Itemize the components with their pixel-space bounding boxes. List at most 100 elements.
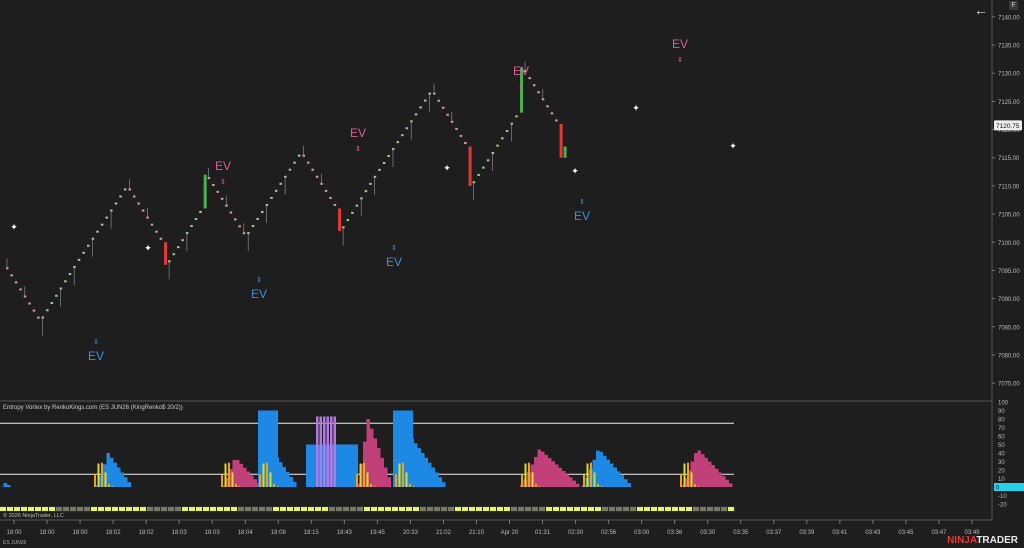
status-cell xyxy=(91,507,97,511)
signal-bars xyxy=(521,474,523,487)
status-cell xyxy=(161,507,167,511)
renko-brick xyxy=(46,309,49,312)
blue-histogram xyxy=(606,459,610,487)
status-cell xyxy=(427,507,433,511)
indicator-tick-label: -20 xyxy=(998,503,1007,509)
indicator-current-box xyxy=(994,483,1024,491)
status-cell xyxy=(406,507,412,511)
blue-histogram xyxy=(410,438,414,487)
status-cell xyxy=(602,507,608,511)
status-cell xyxy=(434,507,440,511)
status-cell xyxy=(126,507,132,511)
status-cell xyxy=(329,507,335,511)
pink-histogram xyxy=(576,483,580,487)
signal-bars xyxy=(694,483,696,487)
signal-bars xyxy=(363,462,365,487)
status-cell xyxy=(672,507,678,511)
signal-bars xyxy=(398,463,401,487)
brand-logo: NINJATRADER xyxy=(947,535,1018,546)
signal-bars xyxy=(221,474,223,487)
pink-histogram xyxy=(722,476,726,487)
renko-brick xyxy=(355,204,359,207)
status-cell xyxy=(0,507,6,511)
pink-histogram xyxy=(380,457,384,487)
price-tick-label: 7090.00 xyxy=(998,297,1020,303)
status-cell xyxy=(413,507,419,511)
back-arrow-icon[interactable]: ← xyxy=(974,2,988,18)
status-cell xyxy=(609,507,615,511)
renko-brick xyxy=(528,77,531,80)
status-cell xyxy=(532,507,538,511)
time-tick-label: 19:45 xyxy=(370,530,386,536)
status-cell xyxy=(56,507,62,511)
renko-brick xyxy=(172,253,176,256)
indicator-tick-label: 100 xyxy=(998,401,1009,407)
format-badge[interactable]: F xyxy=(1009,1,1018,10)
status-cell xyxy=(322,507,328,511)
blue-histogram xyxy=(286,472,290,487)
price-tick-label: 7085.00 xyxy=(998,325,1020,331)
signal-bars xyxy=(593,472,596,487)
pink-histogram xyxy=(222,485,226,487)
signal-bars xyxy=(108,483,110,487)
instrument-label: ES JUN26 xyxy=(3,540,27,546)
renko-brick xyxy=(505,129,509,132)
time-tick-label: 21:10 xyxy=(469,530,485,536)
time-tick-label: 18:15 xyxy=(304,530,320,536)
renko-brick xyxy=(405,127,409,130)
signal-bars xyxy=(262,463,265,487)
blue-histogram xyxy=(627,483,631,487)
status-cell xyxy=(637,507,643,511)
renko-brick xyxy=(123,188,127,191)
pink-histogram xyxy=(537,449,541,487)
violet-bars xyxy=(326,416,329,487)
blue-histogram xyxy=(617,471,621,487)
time-tick-label: 03:41 xyxy=(832,530,848,536)
time-tick-label: 21:02 xyxy=(436,530,452,536)
status-cell xyxy=(574,507,580,511)
status-cell xyxy=(357,507,363,511)
renko-brick xyxy=(96,230,99,233)
renko-brick xyxy=(329,196,332,199)
price-tick-label: 7095.00 xyxy=(998,269,1020,275)
renko-brick xyxy=(270,196,273,199)
signal-bars xyxy=(266,462,268,487)
indicator-tick-label: -10 xyxy=(998,494,1007,500)
status-cell xyxy=(105,507,111,511)
blue-histogram xyxy=(120,472,124,487)
status-cell xyxy=(476,507,482,511)
status-cell xyxy=(315,507,321,511)
signal-bars xyxy=(600,486,603,487)
blue-histogram xyxy=(620,475,624,487)
indicator-tick-label: 80 xyxy=(998,418,1005,424)
reversal-candle xyxy=(563,146,567,158)
pink-histogram xyxy=(572,480,576,487)
status-cell xyxy=(154,507,160,511)
pink-histogram xyxy=(725,479,729,487)
renko-brick xyxy=(369,182,372,185)
status-cell xyxy=(455,507,461,511)
time-tick-label: 03:37 xyxy=(766,530,782,536)
renko-brick xyxy=(100,223,104,226)
renko-brick xyxy=(532,84,536,87)
status-cell xyxy=(7,507,13,511)
signal-bars xyxy=(370,483,372,487)
status-cell xyxy=(343,507,349,511)
signal-bars xyxy=(395,474,397,487)
status-cell xyxy=(630,507,636,511)
ev-label: EV xyxy=(251,287,267,301)
renko-brick xyxy=(288,168,292,171)
indicator-tick-label: 60 xyxy=(998,435,1005,441)
signal-star-icon: ✦ xyxy=(632,103,640,113)
status-cell xyxy=(350,507,356,511)
renko-brick xyxy=(28,302,31,305)
status-cell xyxy=(308,507,314,511)
signal-bars xyxy=(402,462,404,487)
pink-histogram xyxy=(697,450,701,487)
status-cell xyxy=(49,507,55,511)
blue-histogram xyxy=(396,475,400,487)
status-cell xyxy=(665,507,671,511)
status-cell xyxy=(224,507,230,511)
status-cell xyxy=(525,507,531,511)
